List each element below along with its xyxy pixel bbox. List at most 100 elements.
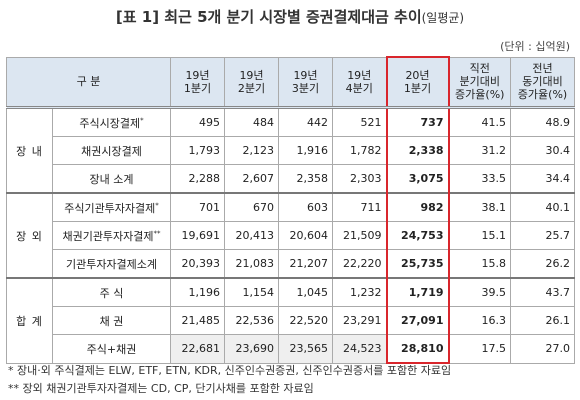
- title-text: [표 1] 최근 5개 분기 시장별 증권결제대금 추이: [115, 8, 422, 26]
- row-label-text: 기관투자자결제소계: [65, 257, 158, 271]
- cell: 23,690: [224, 334, 279, 364]
- cell: 1,793: [170, 136, 225, 165]
- row-label-text: 주식+채권: [86, 342, 137, 356]
- row-label: 주 식: [52, 277, 171, 307]
- cell: 2,607: [224, 164, 279, 194]
- header-line: 1분기: [183, 81, 212, 95]
- cell: 17.5: [448, 334, 511, 364]
- cell: 22,681: [170, 334, 225, 364]
- cell: 603: [278, 192, 333, 222]
- header-line: 직전: [469, 62, 490, 76]
- cell: 20,413: [224, 221, 279, 250]
- column-header: 19년 3분기: [278, 56, 333, 109]
- cell: 484: [224, 107, 279, 137]
- cell: 1,719: [385, 277, 450, 307]
- header-line: 19년: [185, 68, 210, 82]
- cell: 38.1: [448, 192, 511, 222]
- table-body: 장 내 주식시장결제* 495 484 442 521 737 41.5 48.9 채권시장결제 1…: [6, 107, 575, 364]
- cell: 27.0: [510, 334, 575, 364]
- row-label-text: 채권시장결제: [81, 144, 142, 158]
- cell: 1,196: [170, 277, 225, 307]
- cell: 41.5: [448, 107, 511, 137]
- cell: 21,509: [332, 221, 387, 250]
- cell: 27,091: [385, 306, 450, 335]
- cell: 22,520: [278, 306, 333, 335]
- cell: 20,604: [278, 221, 333, 250]
- title: [표 1] 최근 5개 분기 시장별 증권결제대금 추이(일평균): [0, 6, 580, 27]
- footnote-mark: **: [153, 228, 161, 237]
- cell: 22,220: [332, 249, 387, 279]
- cell: 495: [170, 107, 225, 137]
- column-header: 구 분: [6, 56, 171, 109]
- footnote-mark: *: [155, 200, 159, 209]
- table-row: 주식+채권 22,681 23,690 23,565 24,523 28,810 17.5 2…: [7, 334, 575, 364]
- cell: 23,291: [332, 306, 387, 335]
- column-header: 전년 동기대비 증가율(%): [510, 56, 575, 109]
- cell: 33.5: [448, 164, 511, 194]
- header-line: 19년: [239, 68, 264, 82]
- cell: 1,232: [332, 277, 387, 307]
- cell: 48.9: [510, 107, 575, 137]
- cell: 1,045: [278, 277, 333, 307]
- header-line: 분기대비: [459, 75, 500, 89]
- table-row: 합 계 주 식 1,196 1,154 1,045 1,232 1,719 39.5 43.7: [6, 277, 575, 364]
- header-line: 동기대비: [522, 75, 563, 89]
- cell: 670: [224, 192, 279, 222]
- row-label-text: 채권기관투자자결제: [62, 229, 154, 243]
- column-header: 19년 2분기: [224, 56, 279, 109]
- row-label: 채권시장결제: [52, 136, 171, 165]
- cell: 1,154: [224, 277, 279, 307]
- column-header: 직전 분기대비 증가율(%): [448, 56, 511, 109]
- header-line: 19년: [293, 68, 318, 82]
- group-label: 장 외: [6, 192, 53, 279]
- cell: 26.1: [510, 306, 575, 335]
- row-label-text: 주식기관투자자결제: [64, 201, 156, 215]
- cell: 30.4: [510, 136, 575, 165]
- column-header: 19년 1분기: [170, 56, 225, 109]
- cell: 3,075: [385, 164, 450, 194]
- cell: 21,083: [224, 249, 279, 279]
- group-label: 장 내: [6, 107, 53, 194]
- group-label: 합 계: [6, 277, 53, 364]
- cell: 21,485: [170, 306, 225, 335]
- cell: 737: [385, 107, 450, 137]
- cell: 1,916: [278, 136, 333, 165]
- footnote: ** 장외 채권기관투자자결제는 CD, CP, 단기사채를 포함한 자료임: [8, 382, 314, 395]
- table-row: 장 내 주식시장결제* 495 484 442 521 737 41.5 48.9: [6, 107, 575, 194]
- header-line: 2분기: [237, 81, 266, 95]
- header-line: 19년: [347, 68, 372, 82]
- footnote: * 장내·외 주식결제는 ELW, ETF, ETN, KDR, 신주인수권증권…: [8, 364, 452, 377]
- column-header: 20년 1분기: [385, 56, 450, 109]
- row-label-text: 장내 소계: [89, 172, 134, 186]
- row-label: 채권기관투자자결제**: [52, 221, 171, 250]
- cell: 20,393: [170, 249, 225, 279]
- row-label: 주식+채권: [52, 334, 171, 364]
- cell: 24,523: [332, 334, 387, 364]
- cell: 2,303: [332, 164, 387, 194]
- table-row: 장 외 주식기관투자자결제* 701 670 603 711 982 38.1 40.1: [6, 192, 575, 279]
- table-row: 채 권 21,485 22,536 22,520 23,291 27,091 16.3 26.…: [7, 306, 575, 335]
- cell: 24,753: [385, 221, 450, 250]
- header-line: 4분기: [345, 81, 373, 95]
- cell: 2,288: [170, 164, 225, 194]
- cell: 2,358: [278, 164, 333, 194]
- cell: 15.1: [448, 221, 511, 250]
- header-line: 전년: [532, 62, 553, 76]
- table-row: 장내 소계 2,288 2,607 2,358 2,303 3,075 33.5 34.4: [7, 164, 575, 194]
- table-row: 기관투자자결제소계 20,393 21,083 21,207 22,220 25,735 1…: [7, 249, 575, 279]
- cell: 19,691: [170, 221, 225, 250]
- cell: 25,735: [385, 249, 450, 279]
- cell: 25.7: [510, 221, 575, 250]
- cell: 26.2: [510, 249, 575, 279]
- table-row: 채권시장결제 1,793 2,123 1,916 1,782 2,338 31.2 30.4: [7, 136, 575, 165]
- cell: 1,782: [332, 136, 387, 165]
- cell: 2,123: [224, 136, 279, 165]
- table-row: 채권기관투자자결제** 19,691 20,413 20,604 21,509 24,75…: [7, 221, 575, 250]
- cell: 701: [170, 192, 225, 222]
- footnote-mark: *: [140, 115, 144, 124]
- table: 구 분 19년 1분기 19년 2분기 19년 3분기 19년 4분기 20년 1분기 직전 분기대비 증…: [6, 56, 575, 364]
- header-line: 증가율(%): [517, 88, 568, 102]
- header-line: 20년: [405, 69, 430, 82]
- header-line: 구 분: [76, 75, 101, 89]
